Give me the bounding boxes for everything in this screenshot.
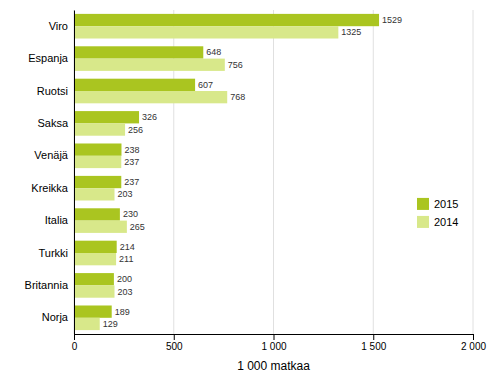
data-label: 265 [130,222,145,232]
y-tick-label: Espanja [28,52,69,64]
bar [74,123,125,135]
data-label: 230 [123,209,138,219]
data-label: 203 [117,287,132,297]
x-tick-label: 0 [72,341,78,352]
bar [74,221,127,233]
legend-item: 2015 [417,198,458,210]
x-axis-title: 1 000 matkaa [237,359,310,373]
y-tick: Viro [49,20,74,32]
legend-label: 2015 [434,198,458,210]
x-tick-label: 1 500 [361,341,386,352]
bar [74,208,120,220]
x-tick-mark [174,334,175,340]
x-tick-label: 1 000 [261,341,286,352]
bar [74,253,116,265]
bar [74,14,379,26]
grid-line [473,10,474,334]
x-tick: 500 [166,334,183,352]
y-tick-label: Kreikka [31,182,69,194]
bar [74,156,121,168]
data-label: 203 [117,189,132,199]
data-label: 211 [119,254,133,264]
x-tick-mark [274,334,275,340]
grid-line [373,10,374,334]
bar [74,91,227,103]
x-tick-label: 2 000 [461,341,486,352]
bar [74,79,195,91]
data-label: 756 [228,60,243,70]
y-tick-label: Turkki [38,247,68,259]
bar-series [74,14,379,318]
y-tick-label: Norja [42,311,69,323]
bar [74,111,139,123]
legend-swatch [417,216,429,228]
data-label: 189 [115,307,130,317]
bar [74,46,203,58]
x-tick: 1 500 [361,334,386,352]
y-tick: Venäjä [34,149,74,161]
bar [74,285,114,297]
grid [74,10,473,334]
bar [74,143,121,155]
x-axis: 0 500 1 000 1 500 2 000 [72,334,487,352]
data-label: 1529 [382,15,402,25]
legend: 2015 2014 [417,198,458,228]
x-axis-line [75,335,474,341]
y-tick: Italia [45,214,74,226]
data-label: 200 [117,274,132,284]
x-tick-mark [473,334,474,340]
y-tick-label: Saksa [37,117,68,129]
data-label: 237 [124,177,139,187]
data-label: 607 [198,80,213,90]
data-label: 129 [103,319,118,329]
y-tick: Britannia [25,279,74,291]
y-tick: Turkki [38,247,74,259]
data-label: 1325 [341,27,361,37]
data-label: 648 [206,47,221,57]
y-tick-label: Venäjä [34,149,69,161]
legend-item: 2014 [417,216,458,228]
bar [74,241,117,253]
x-tick: 0 [72,334,78,352]
legend-label: 2014 [434,216,458,228]
bar [74,188,114,200]
data-label: 768 [230,92,245,102]
y-axis-line [74,11,75,335]
x-tick: 1 000 [261,334,286,352]
chart-container: 1529 648 607 326 238 237 230 214 200 189 1325 756 76… [0,0,491,378]
data-label: 256 [128,125,143,135]
data-labels: 1529 648 607 326 238 237 230 214 200 189 1325 756 76… [103,15,402,329]
plot-area: 1529 648 607 326 238 237 230 214 200 189 1325 756 76… [25,10,487,352]
bars [74,14,379,330]
bar [74,318,100,330]
y-tick: Norja [42,311,74,323]
y-tick-label: Ruotsi [37,85,68,97]
data-label: 214 [120,242,135,252]
y-tick-label: Viro [49,20,68,32]
y-tick: Kreikka [31,182,74,194]
y-tick: Ruotsi [37,85,74,97]
grid-line [273,10,274,334]
data-label: 326 [142,112,157,122]
y-axis: Viro Espanja Ruotsi Saksa Venäjä Kreikka Itali… [25,11,75,335]
chart-svg: 1529 648 607 326 238 237 230 214 200 189 1325 756 76… [0,0,491,378]
y-tick-label: Britannia [25,279,69,291]
y-tick: Saksa [37,117,74,129]
x-tick-mark [74,334,75,340]
grid-line [74,10,75,334]
data-label: 238 [124,145,139,155]
legend-swatch [417,198,429,210]
y-tick-label: Italia [45,214,69,226]
bar [74,305,112,317]
bar-series [74,26,338,330]
bar [74,59,225,71]
x-tick-mark [373,334,374,340]
data-label: 237 [124,157,139,167]
bar [74,26,338,38]
y-tick: Espanja [28,52,74,64]
x-tick-label: 500 [166,341,183,352]
x-tick: 2 000 [461,334,486,352]
bar [74,176,121,188]
bar [74,273,114,285]
